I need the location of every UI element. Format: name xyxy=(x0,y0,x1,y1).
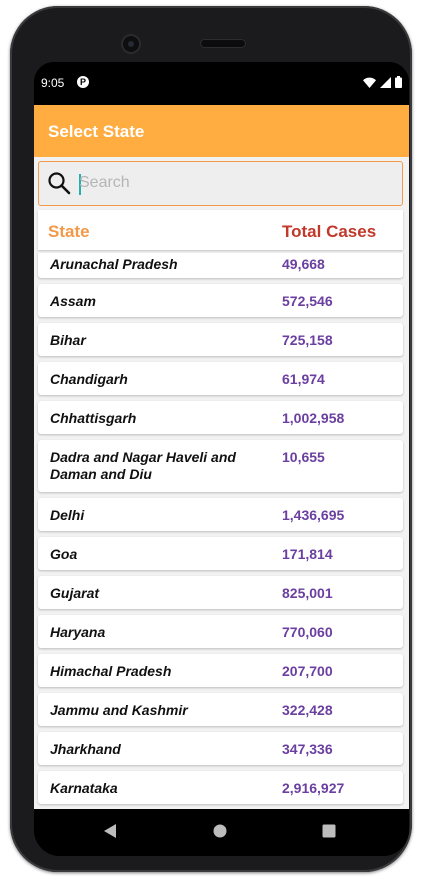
state-name: Himachal Pradesh xyxy=(50,663,172,679)
table-row[interactable]: Himachal Pradesh 207,700 xyxy=(38,654,403,687)
state-name: Assam xyxy=(50,293,96,309)
table-row[interactable]: Bihar 725,158 xyxy=(38,323,403,356)
total-cases: 1,002,958 xyxy=(282,410,345,426)
status-icons xyxy=(363,76,402,88)
total-cases: 825,001 xyxy=(282,585,333,601)
front-camera xyxy=(123,36,139,52)
total-cases: 61,974 xyxy=(282,371,325,387)
state-list[interactable]: Arunachal Pradesh 49,668 Assam 572,546 B… xyxy=(34,253,409,809)
table-row[interactable]: Jammu and Kashmir 322,428 xyxy=(38,693,403,726)
table-row[interactable]: Gujarat 825,001 xyxy=(38,576,403,609)
state-name: Jammu and Kashmir xyxy=(50,702,188,718)
table-row[interactable]: Arunachal Pradesh 49,668 xyxy=(38,253,403,278)
total-cases: 171,814 xyxy=(282,546,333,562)
state-name: Bihar xyxy=(50,332,86,348)
search-input[interactable] xyxy=(79,170,389,196)
state-name: Arunachal Pradesh xyxy=(50,256,178,272)
total-cases: 770,060 xyxy=(282,624,333,640)
table-row[interactable]: Jharkhand 347,336 xyxy=(38,732,403,765)
status-time: 9:05 xyxy=(41,76,65,90)
state-name: Dadra and Nagar Haveli and Daman and Diu xyxy=(50,449,236,482)
search-icon xyxy=(48,172,71,195)
total-cases: 322,428 xyxy=(282,702,333,718)
phone-frame: 9:05 P Select State xyxy=(10,6,412,872)
total-cases: 347,336 xyxy=(282,741,333,757)
total-cases: 1,436,695 xyxy=(282,507,345,523)
header-state: State xyxy=(48,222,90,241)
recents-icon[interactable] xyxy=(322,824,336,838)
table-row[interactable]: Karnataka 2,916,927 xyxy=(38,771,403,804)
total-cases: 2,916,927 xyxy=(282,780,345,796)
state-name: Chandigarh xyxy=(50,371,128,387)
total-cases: 572,546 xyxy=(282,293,333,309)
status-bar: 9:05 P xyxy=(34,62,409,105)
state-name: Jharkhand xyxy=(50,741,121,757)
header-total-cases: Total Cases xyxy=(282,222,377,241)
state-name: Delhi xyxy=(50,507,85,523)
wifi-icon xyxy=(363,77,376,88)
main-content: State Total Cases Arunachal Pradesh 49,6… xyxy=(34,157,409,809)
total-cases: 49,668 xyxy=(282,256,325,272)
screen: 9:05 P Select State xyxy=(34,62,409,856)
total-cases: 10,655 xyxy=(282,449,325,465)
table-row[interactable]: Dadra and Nagar Haveli and Daman and Diu… xyxy=(38,440,403,492)
state-name: Goa xyxy=(50,546,78,562)
home-icon[interactable] xyxy=(213,824,227,838)
table-row[interactable]: Haryana 770,060 xyxy=(38,615,403,648)
battery-icon xyxy=(395,76,402,88)
signal-icon xyxy=(380,76,391,88)
table-row[interactable]: Chhattisgarh 1,002,958 xyxy=(38,401,403,434)
notification-app-icon: P xyxy=(77,76,89,88)
table-row[interactable]: Assam 572,546 xyxy=(38,284,403,317)
table-header: State Total Cases xyxy=(38,210,403,250)
navigation-bar xyxy=(34,809,409,856)
state-name: Haryana xyxy=(50,624,106,640)
search-box[interactable] xyxy=(38,161,403,206)
earpiece-speaker xyxy=(201,40,245,47)
state-name: Gujarat xyxy=(50,585,100,601)
app-bar: Select State xyxy=(34,105,409,157)
page-title: Select State xyxy=(48,122,145,141)
state-name: Chhattisgarh xyxy=(50,410,137,426)
back-icon[interactable] xyxy=(103,823,117,839)
table-row[interactable]: Delhi 1,436,695 xyxy=(38,498,403,531)
total-cases: 207,700 xyxy=(282,663,333,679)
table-row[interactable]: Chandigarh 61,974 xyxy=(38,362,403,395)
total-cases: 725,158 xyxy=(282,332,333,348)
table-row[interactable]: Goa 171,814 xyxy=(38,537,403,570)
state-name: Karnataka xyxy=(50,780,118,796)
